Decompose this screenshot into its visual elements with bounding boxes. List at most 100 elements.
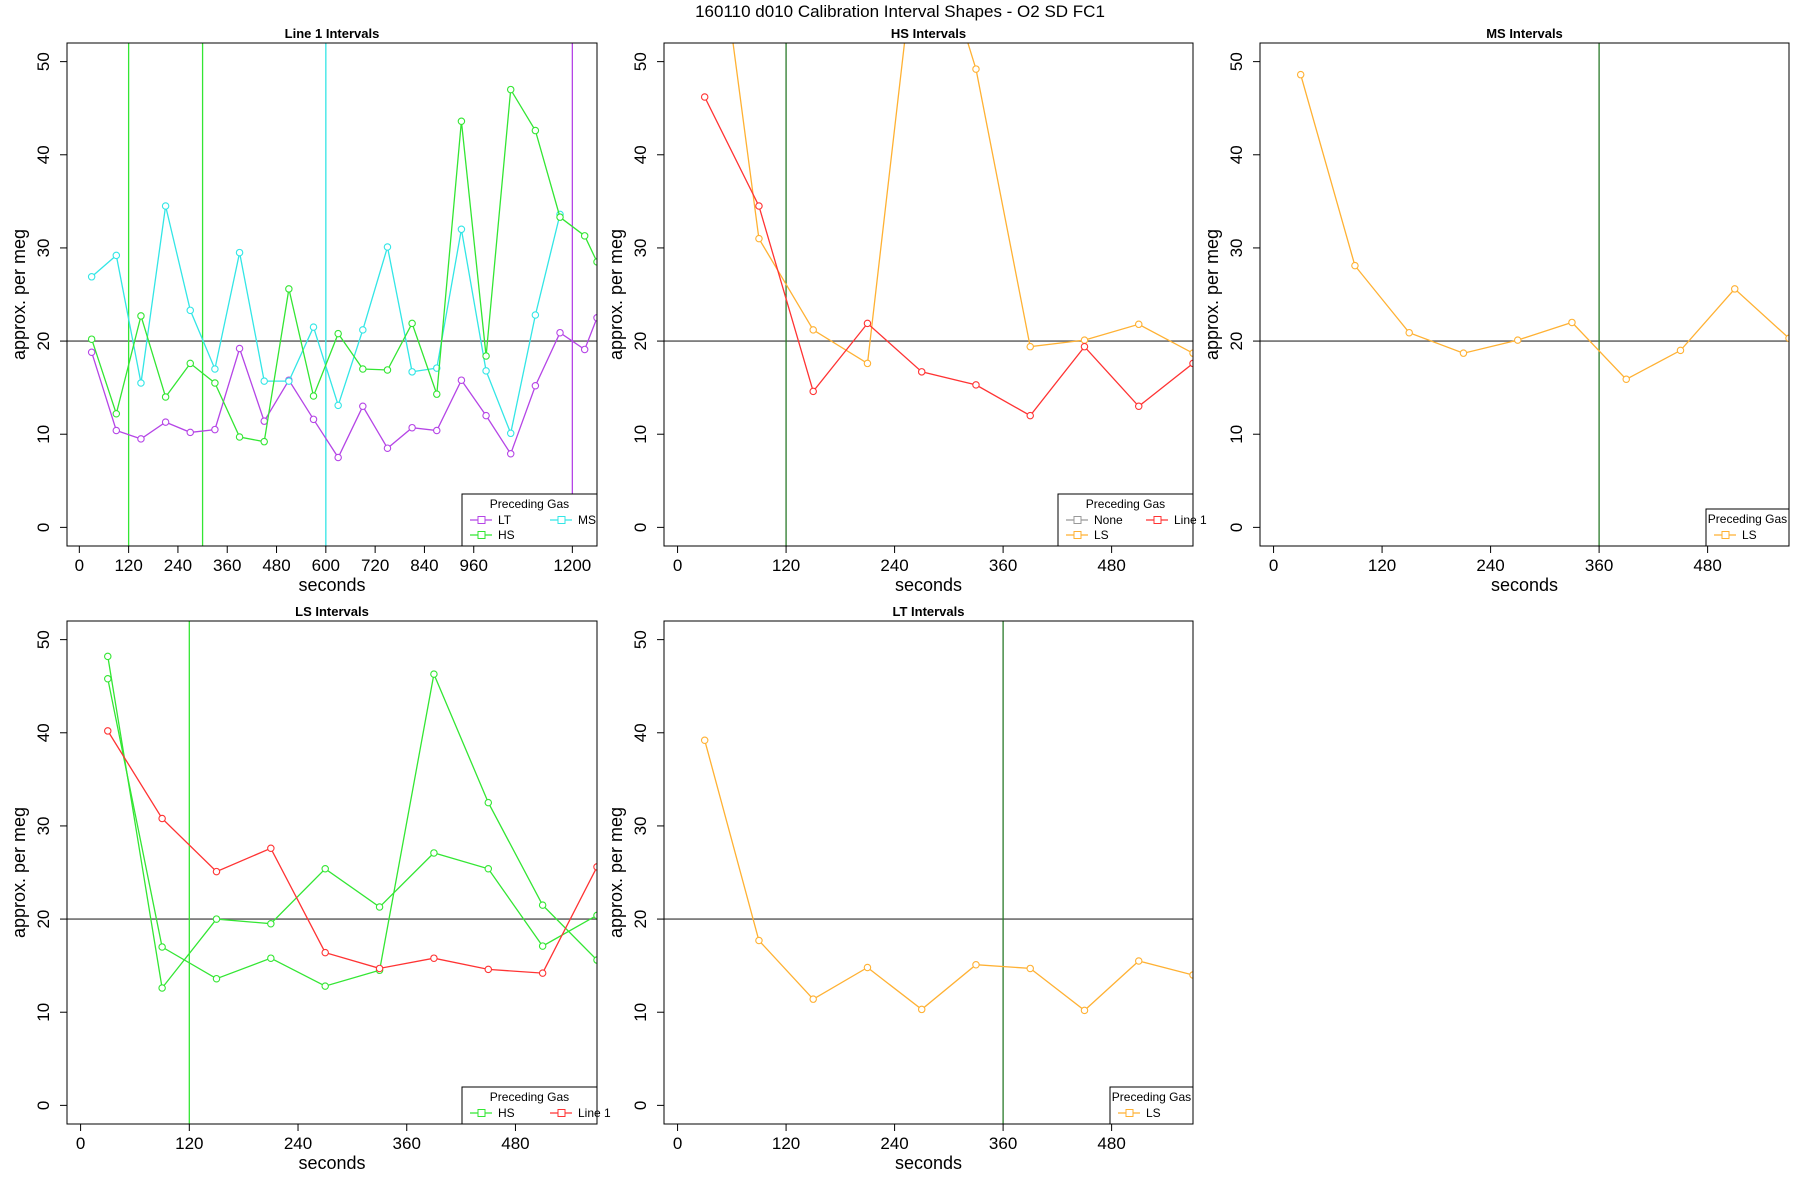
legend: Preceding Gas None Line 1 LS	[1057, 493, 1207, 547]
x-axis-label: seconds	[298, 1153, 365, 1173]
x-axis-label: seconds	[1491, 575, 1558, 595]
legend: Preceding Gas LT MS HS	[461, 493, 598, 547]
data-point	[430, 849, 438, 857]
data-point	[309, 323, 318, 331]
data-point	[1459, 349, 1468, 357]
plot-frame	[1259, 42, 1790, 547]
legend-swatch-marker	[1125, 1109, 1134, 1117]
data-point	[158, 984, 166, 992]
data-point	[186, 306, 195, 315]
y-axis-label: approx. per meg	[9, 807, 29, 938]
data-point	[112, 426, 121, 435]
data-point	[457, 376, 466, 384]
legend-swatch-marker	[1721, 531, 1730, 539]
series-line-ls	[704, 740, 1193, 1012]
data-point	[137, 435, 145, 443]
data-point	[137, 379, 145, 387]
data-point	[383, 243, 392, 251]
chart-panel: LS Intervals 0 120 240 360 480 0 10 20 30 40 50 seco…	[9, 604, 611, 1173]
y-tick-label: 10	[34, 1003, 53, 1022]
x-tick-label: 480	[501, 1134, 529, 1153]
data-point	[1189, 971, 1193, 979]
y-tick-label: 0	[34, 1101, 53, 1110]
legend-title: Preceding Gas	[490, 1090, 569, 1104]
x-axis-label: seconds	[895, 1153, 962, 1173]
y-tick-label: 10	[1227, 425, 1246, 444]
y-tick-label: 40	[1227, 145, 1246, 164]
data-point	[359, 365, 367, 373]
data-point	[1730, 285, 1739, 293]
legend-swatch-marker	[477, 1109, 486, 1117]
x-tick-label: 0	[1269, 556, 1278, 575]
y-tick-label: 30	[631, 238, 650, 257]
data-point	[809, 387, 817, 396]
data-point	[211, 379, 219, 387]
data-point	[1134, 957, 1143, 965]
data-point	[580, 345, 589, 354]
data-point	[1296, 70, 1305, 79]
data-point	[506, 450, 515, 458]
data-point	[917, 1005, 926, 1014]
series-line-lt	[91, 317, 597, 459]
y-tick-label: 50	[631, 52, 650, 71]
data-point	[580, 232, 589, 240]
data-point	[161, 393, 170, 401]
data-point	[538, 942, 547, 950]
data-point	[285, 377, 293, 385]
series-group	[700, 43, 1193, 420]
x-tick-label: 360	[989, 556, 1017, 575]
data-point	[809, 995, 817, 1003]
legend-entry-label: None	[1094, 513, 1123, 527]
data-point	[484, 965, 493, 974]
data-point	[87, 348, 96, 357]
data-point	[408, 319, 416, 328]
y-tick-label: 10	[631, 425, 650, 444]
chart-panel: HS Intervals 0 120 240 360 480 0 10 20 30 40 50 seco…	[606, 26, 1207, 595]
data-point	[1405, 328, 1413, 337]
data-point	[359, 326, 367, 334]
x-tick-label: 240	[1476, 556, 1504, 575]
legend-swatch-marker	[1073, 531, 1082, 539]
x-axis-label: seconds	[298, 575, 365, 595]
y-tick-label: 20	[34, 332, 53, 351]
data-point	[158, 814, 166, 823]
series-line-line-1	[704, 96, 1193, 417]
data-point	[383, 366, 392, 374]
data-point	[1189, 359, 1193, 368]
data-point	[334, 329, 342, 338]
panel-title: LT Intervals	[892, 604, 964, 619]
data-point	[1351, 261, 1359, 270]
legend-entry-label: LS	[1146, 1106, 1161, 1120]
y-axis-label: approx. per meg	[606, 229, 626, 360]
x-tick-label: 480	[262, 556, 290, 575]
data-point	[556, 328, 564, 337]
legend-title: Preceding Gas	[1112, 1090, 1191, 1104]
legend-entry-label: Line 1	[578, 1106, 611, 1120]
data-point	[112, 409, 121, 418]
data-point	[375, 964, 384, 973]
data-point	[408, 423, 416, 432]
x-tick-label: 600	[312, 556, 340, 575]
data-point	[267, 844, 275, 853]
legend-swatch-marker	[557, 1109, 566, 1117]
data-point	[531, 311, 540, 319]
x-tick-label: 120	[175, 1134, 203, 1153]
legend: Preceding Gas LS	[1705, 508, 1790, 547]
data-point	[538, 901, 547, 909]
data-point	[235, 433, 244, 441]
data-point	[161, 202, 170, 210]
data-point	[755, 234, 763, 243]
data-point	[212, 974, 221, 983]
series-group	[700, 736, 1193, 1015]
legend-box	[1109, 1086, 1194, 1125]
legend-swatch-marker	[1153, 516, 1162, 524]
data-point	[863, 319, 872, 328]
y-tick-label: 40	[631, 145, 650, 164]
data-point	[267, 919, 275, 928]
data-point	[972, 960, 980, 969]
data-point	[309, 415, 318, 424]
data-point	[433, 390, 441, 398]
data-point	[235, 248, 244, 257]
data-point	[863, 963, 872, 972]
